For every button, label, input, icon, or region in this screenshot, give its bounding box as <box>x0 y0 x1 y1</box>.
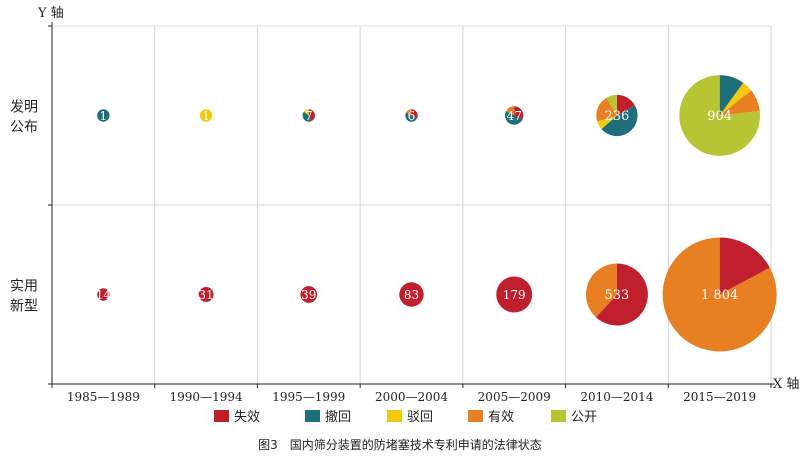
pie-marker: 1 <box>97 109 110 123</box>
legend: 失效 撤回 驳回 有效 公开 <box>214 409 597 425</box>
legend-label: 驳回 <box>407 410 433 425</box>
x-axis-label: X 轴 <box>773 377 799 392</box>
pie-marker: 179 <box>496 276 533 313</box>
pie-slice <box>496 276 533 313</box>
pie-slice <box>97 109 110 122</box>
legend-swatch <box>305 410 320 422</box>
pie-marker: 1 804 <box>662 237 777 352</box>
pie-total-label: 533 <box>605 288 630 303</box>
pie-slice <box>662 237 777 352</box>
pie-slice <box>719 75 744 116</box>
pie-slice <box>198 287 214 302</box>
x-tick-label: 2015—2019 <box>683 390 756 404</box>
legend-item: 有效 <box>468 410 514 425</box>
pie-total-label: 7 <box>305 109 313 123</box>
axes <box>48 22 775 388</box>
pie-slice <box>399 282 424 307</box>
pie-marker: 1 <box>199 109 213 123</box>
pie-marker: 31 <box>198 287 214 302</box>
pie-slice <box>97 288 110 301</box>
pie-slice <box>616 94 635 116</box>
figure-caption: 图3 国内筛分装置的防堵塞技术专利申请的法律状态 <box>258 438 542 452</box>
pie-slice <box>308 109 315 122</box>
pie-slice <box>514 106 524 120</box>
pie-slice <box>300 286 318 303</box>
legend-label: 有效 <box>488 410 514 425</box>
pie-marker: 904 <box>679 75 760 156</box>
grid-lines <box>52 25 772 384</box>
pie-total-label: 31 <box>198 288 213 302</box>
legend-item: 撤回 <box>305 409 351 425</box>
pie-total-label: 904 <box>707 109 732 124</box>
legend-item: 驳回 <box>387 410 433 425</box>
pie-total-label: 83 <box>404 288 419 302</box>
pie-marker: 47 <box>505 106 524 125</box>
x-tick-label: 2005—2009 <box>478 390 551 404</box>
legend-swatch <box>551 410 566 422</box>
pie-total-label: 1 804 <box>701 288 738 303</box>
pie-marker: 6 <box>405 109 418 123</box>
pie-marker: 533 <box>585 263 648 326</box>
pie-slice <box>596 97 617 122</box>
x-tick-label: 2000—2004 <box>375 390 448 404</box>
x-tick-label: 1985—1989 <box>67 390 140 404</box>
pie-marker: 14 <box>96 288 112 302</box>
row-label-text: 发明 <box>10 100 38 116</box>
pie-marker: 83 <box>399 282 424 307</box>
legend-item: 公开 <box>551 410 597 425</box>
legend-label: 撤回 <box>325 409 351 425</box>
y-axis-label: Y 轴 <box>37 6 64 21</box>
pie-slice <box>679 75 760 156</box>
row-label-text: 公布 <box>10 120 38 136</box>
pie-slice <box>585 263 617 318</box>
legend-swatch <box>468 410 483 422</box>
pie-marker: 7 <box>302 109 315 123</box>
legend-label: 失效 <box>234 410 260 425</box>
pie-marker: 39 <box>300 286 318 303</box>
pie-slice <box>719 90 760 116</box>
x-tick-label: 1990—1994 <box>170 390 243 404</box>
pie-markers: 1 1 7 6 47 236 904 14 31 39 83 179 533 1 804 <box>96 75 777 352</box>
legend-item: 失效 <box>214 410 260 425</box>
row-label-text: 新型 <box>10 299 38 315</box>
pie-total-label: 6 <box>408 109 416 123</box>
pie-slice <box>606 94 617 116</box>
pie-total-label: 39 <box>301 288 316 302</box>
pie-slice <box>506 106 515 116</box>
x-tick-label: 1995—1999 <box>272 390 345 404</box>
pie-marker: 236 <box>596 94 638 137</box>
pie-slice <box>303 109 309 116</box>
pie-slice <box>597 115 617 130</box>
row-label-text: 实用 <box>10 279 38 295</box>
pie-total-label: 47 <box>507 109 522 123</box>
pie-total-label: 14 <box>96 288 112 302</box>
pie-slice <box>406 109 412 116</box>
pie-slice <box>405 112 417 122</box>
pie-total-label: 1 <box>202 109 210 123</box>
x-axis-label-text: X 轴 <box>773 377 799 392</box>
pie-total-label: 1 <box>100 109 108 123</box>
legend-label: 公开 <box>571 410 597 425</box>
pie-slice <box>601 105 638 137</box>
pie-slice <box>719 237 770 295</box>
x-tick-label: 2010—2014 <box>580 390 653 404</box>
pie-slice <box>302 111 312 122</box>
legend-swatch <box>214 410 229 422</box>
pie-slice <box>411 109 418 119</box>
pie-slice <box>505 111 523 125</box>
pie-slice <box>595 263 648 326</box>
pie-slice <box>199 109 213 122</box>
pie-total-label: 236 <box>605 109 630 124</box>
pie-slice <box>719 82 752 116</box>
y-axis-label-text: Y 轴 <box>37 6 64 21</box>
x-tick-labels: 1985—1989 1990—1994 1995—1999 2000—2004 2005… <box>67 390 756 404</box>
pie-total-label: 179 <box>503 288 526 302</box>
legend-swatch <box>387 410 402 422</box>
